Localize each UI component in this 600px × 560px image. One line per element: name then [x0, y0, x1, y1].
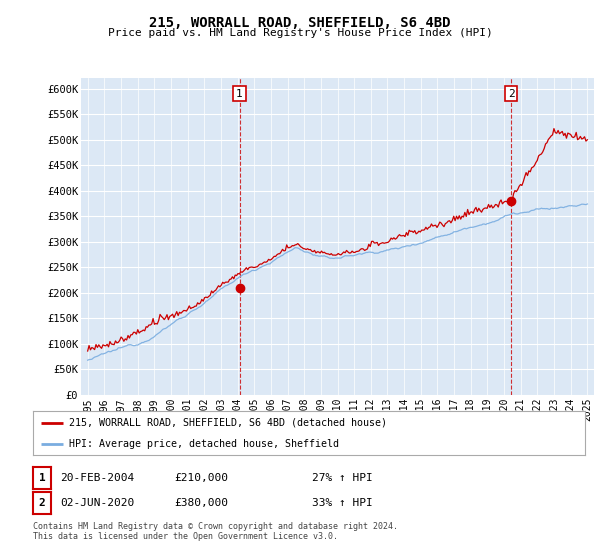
Text: £380,000: £380,000	[174, 498, 228, 508]
Text: 02-JUN-2020: 02-JUN-2020	[60, 498, 134, 508]
Text: Contains HM Land Registry data © Crown copyright and database right 2024.
This d: Contains HM Land Registry data © Crown c…	[33, 522, 398, 542]
Text: HPI: Average price, detached house, Sheffield: HPI: Average price, detached house, Shef…	[69, 439, 339, 449]
Text: 20-FEB-2004: 20-FEB-2004	[60, 473, 134, 483]
Text: 215, WORRALL ROAD, SHEFFIELD, S6 4BD (detached house): 215, WORRALL ROAD, SHEFFIELD, S6 4BD (de…	[69, 418, 387, 428]
Text: Price paid vs. HM Land Registry's House Price Index (HPI): Price paid vs. HM Land Registry's House …	[107, 28, 493, 38]
Text: 2: 2	[508, 88, 514, 99]
Text: 1: 1	[236, 88, 243, 99]
Text: 33% ↑ HPI: 33% ↑ HPI	[312, 498, 373, 508]
Text: 215, WORRALL ROAD, SHEFFIELD, S6 4BD: 215, WORRALL ROAD, SHEFFIELD, S6 4BD	[149, 16, 451, 30]
Text: £210,000: £210,000	[174, 473, 228, 483]
Text: 1: 1	[38, 473, 46, 483]
Text: 27% ↑ HPI: 27% ↑ HPI	[312, 473, 373, 483]
Text: 2: 2	[38, 498, 46, 508]
